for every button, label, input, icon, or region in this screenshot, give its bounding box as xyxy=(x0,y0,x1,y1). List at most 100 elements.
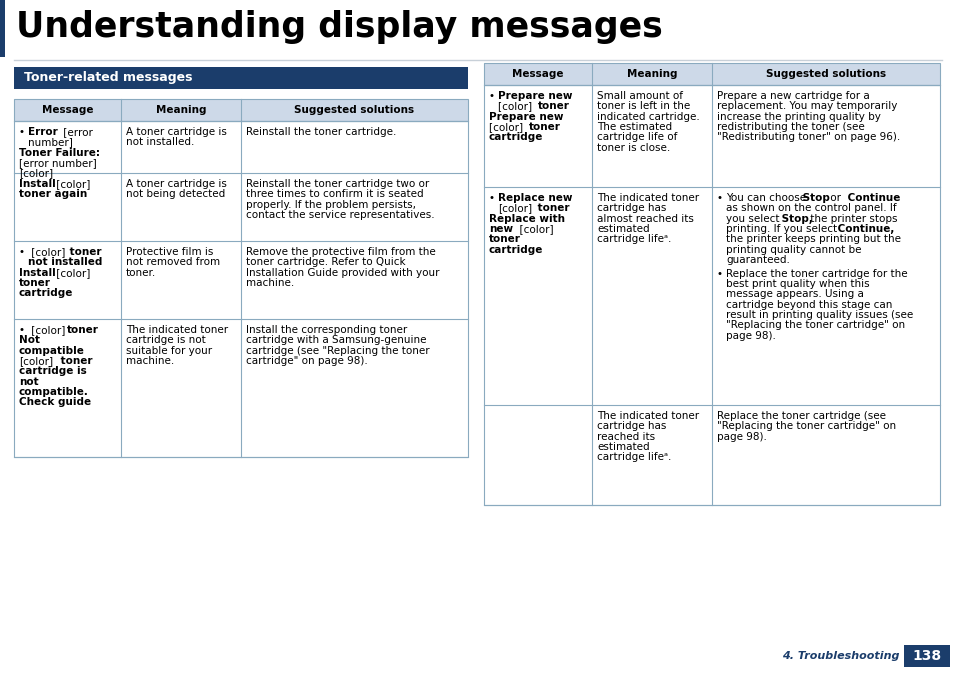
Text: Meaning: Meaning xyxy=(626,69,677,79)
Text: redistributing the toner (see: redistributing the toner (see xyxy=(717,122,863,132)
Text: [error number]: [error number] xyxy=(19,158,96,168)
Text: [error: [error xyxy=(60,127,92,137)
Text: cartridge beyond this stage can: cartridge beyond this stage can xyxy=(725,300,891,310)
Text: •: • xyxy=(19,127,25,137)
Text: new: new xyxy=(489,224,513,234)
Text: [color]: [color] xyxy=(513,224,553,234)
Text: [color]: [color] xyxy=(28,325,66,335)
Text: toner: toner xyxy=(57,356,92,366)
Text: the printer keeps printing but the: the printer keeps printing but the xyxy=(725,234,900,244)
Text: "Replacing the toner cartridge" on: "Replacing the toner cartridge" on xyxy=(717,421,895,431)
Bar xyxy=(14,99,468,121)
Text: Reinstall the toner cartridge.: Reinstall the toner cartridge. xyxy=(246,127,395,137)
Text: toner is close.: toner is close. xyxy=(597,142,670,153)
Text: Prepare a new cartridge for a: Prepare a new cartridge for a xyxy=(717,91,869,101)
Text: not removed from: not removed from xyxy=(126,257,220,267)
Text: •: • xyxy=(19,325,25,335)
Text: The indicated toner: The indicated toner xyxy=(126,325,228,335)
Text: A toner cartridge is: A toner cartridge is xyxy=(126,127,227,137)
Text: Suggested solutions: Suggested solutions xyxy=(765,69,885,79)
Text: toner: toner xyxy=(67,325,99,335)
Text: Understanding display messages: Understanding display messages xyxy=(16,10,662,44)
Text: increase the printing quality by: increase the printing quality by xyxy=(717,111,880,121)
Text: A toner cartridge is: A toner cartridge is xyxy=(126,179,227,189)
Text: three times to confirm it is seated: three times to confirm it is seated xyxy=(246,190,423,199)
Text: compatible.: compatible. xyxy=(19,387,89,397)
Bar xyxy=(483,85,939,505)
Text: Replace with: Replace with xyxy=(489,214,564,223)
Text: not installed.: not installed. xyxy=(126,137,194,147)
Text: [color]: [color] xyxy=(497,101,538,111)
Text: Small amount of: Small amount of xyxy=(597,91,682,101)
Text: cartridge has: cartridge has xyxy=(597,421,666,431)
Text: [color]: [color] xyxy=(497,203,532,213)
Text: cartridge" on page 98).: cartridge" on page 98). xyxy=(246,356,367,366)
Text: toner: toner xyxy=(534,203,569,213)
Text: result in printing quality issues (see: result in printing quality issues (see xyxy=(725,310,912,320)
Text: almost reached its: almost reached its xyxy=(597,214,693,223)
Text: Replace the toner cartridge (see: Replace the toner cartridge (see xyxy=(717,411,885,421)
Text: Prepare new: Prepare new xyxy=(489,111,563,121)
Text: Installation Guide provided with your: Installation Guide provided with your xyxy=(246,268,439,277)
Text: Install the corresponding toner: Install the corresponding toner xyxy=(246,325,407,335)
Text: not being detected: not being detected xyxy=(126,190,225,199)
Text: The estimated: The estimated xyxy=(597,122,672,132)
Text: compatible: compatible xyxy=(19,346,85,356)
Text: "Replacing the toner cartridge" on: "Replacing the toner cartridge" on xyxy=(725,321,904,330)
Text: Continue,: Continue, xyxy=(833,224,893,234)
Text: [color]: [color] xyxy=(28,247,66,257)
Text: printing quality cannot be: printing quality cannot be xyxy=(725,245,861,254)
Text: •: • xyxy=(717,269,722,279)
Text: machine.: machine. xyxy=(126,356,174,366)
Text: •: • xyxy=(19,247,25,257)
Text: cartridge lifeᵃ.: cartridge lifeᵃ. xyxy=(597,452,671,462)
Bar xyxy=(14,99,468,121)
Text: the printer stops: the printer stops xyxy=(806,214,897,223)
Text: Replace new: Replace new xyxy=(497,193,572,203)
Bar xyxy=(14,67,468,89)
Text: message appears. Using a: message appears. Using a xyxy=(725,290,863,299)
Text: cartridge life of: cartridge life of xyxy=(597,132,677,142)
Text: guaranteed.: guaranteed. xyxy=(725,255,789,265)
Bar xyxy=(483,63,939,85)
Text: cartridge lifeᵃ.: cartridge lifeᵃ. xyxy=(597,234,671,244)
Text: cartridge is: cartridge is xyxy=(19,367,87,377)
Text: cartridge: cartridge xyxy=(489,132,543,142)
Text: toner is left in the: toner is left in the xyxy=(597,101,690,111)
Text: Continue: Continue xyxy=(843,193,900,203)
Text: Suggested solutions: Suggested solutions xyxy=(294,105,415,115)
Text: "Redistributing toner" on page 96).: "Redistributing toner" on page 96). xyxy=(717,132,900,142)
Text: best print quality when this: best print quality when this xyxy=(725,279,869,289)
Text: Toner Failure:: Toner Failure: xyxy=(19,148,100,158)
Text: Reinstall the toner cartridge two or: Reinstall the toner cartridge two or xyxy=(246,179,429,189)
Text: 4. Troubleshooting: 4. Troubleshooting xyxy=(781,651,899,661)
Text: toner cartridge. Refer to Quick: toner cartridge. Refer to Quick xyxy=(246,257,405,267)
Text: You can choose: You can choose xyxy=(725,193,805,203)
Text: page 98).: page 98). xyxy=(717,432,766,441)
Text: [color]: [color] xyxy=(489,122,529,132)
Text: cartridge is not: cartridge is not xyxy=(126,335,206,346)
Text: page 98).: page 98). xyxy=(725,331,775,341)
Text: number]: number] xyxy=(28,137,72,147)
Text: toner: toner xyxy=(489,234,520,244)
Text: cartridge: cartridge xyxy=(19,288,73,298)
Text: 138: 138 xyxy=(911,649,941,663)
Text: The indicated toner: The indicated toner xyxy=(597,193,699,203)
Bar xyxy=(483,63,939,85)
Text: The indicated toner: The indicated toner xyxy=(597,411,699,421)
Text: you select: you select xyxy=(725,214,779,223)
Text: Stop,: Stop, xyxy=(778,214,812,223)
Text: toner again: toner again xyxy=(19,189,87,199)
Text: •: • xyxy=(489,91,495,101)
Text: •: • xyxy=(489,193,495,203)
Text: Message: Message xyxy=(512,69,563,79)
Text: not installed: not installed xyxy=(28,257,102,267)
Text: Check guide: Check guide xyxy=(19,398,91,408)
Text: or: or xyxy=(826,193,841,203)
Text: toner.: toner. xyxy=(126,268,156,277)
Text: toner: toner xyxy=(537,101,569,111)
Text: Message: Message xyxy=(42,105,93,115)
Text: toner: toner xyxy=(19,278,51,288)
Text: estimated: estimated xyxy=(597,224,649,234)
Text: Toner-related messages: Toner-related messages xyxy=(24,72,193,84)
